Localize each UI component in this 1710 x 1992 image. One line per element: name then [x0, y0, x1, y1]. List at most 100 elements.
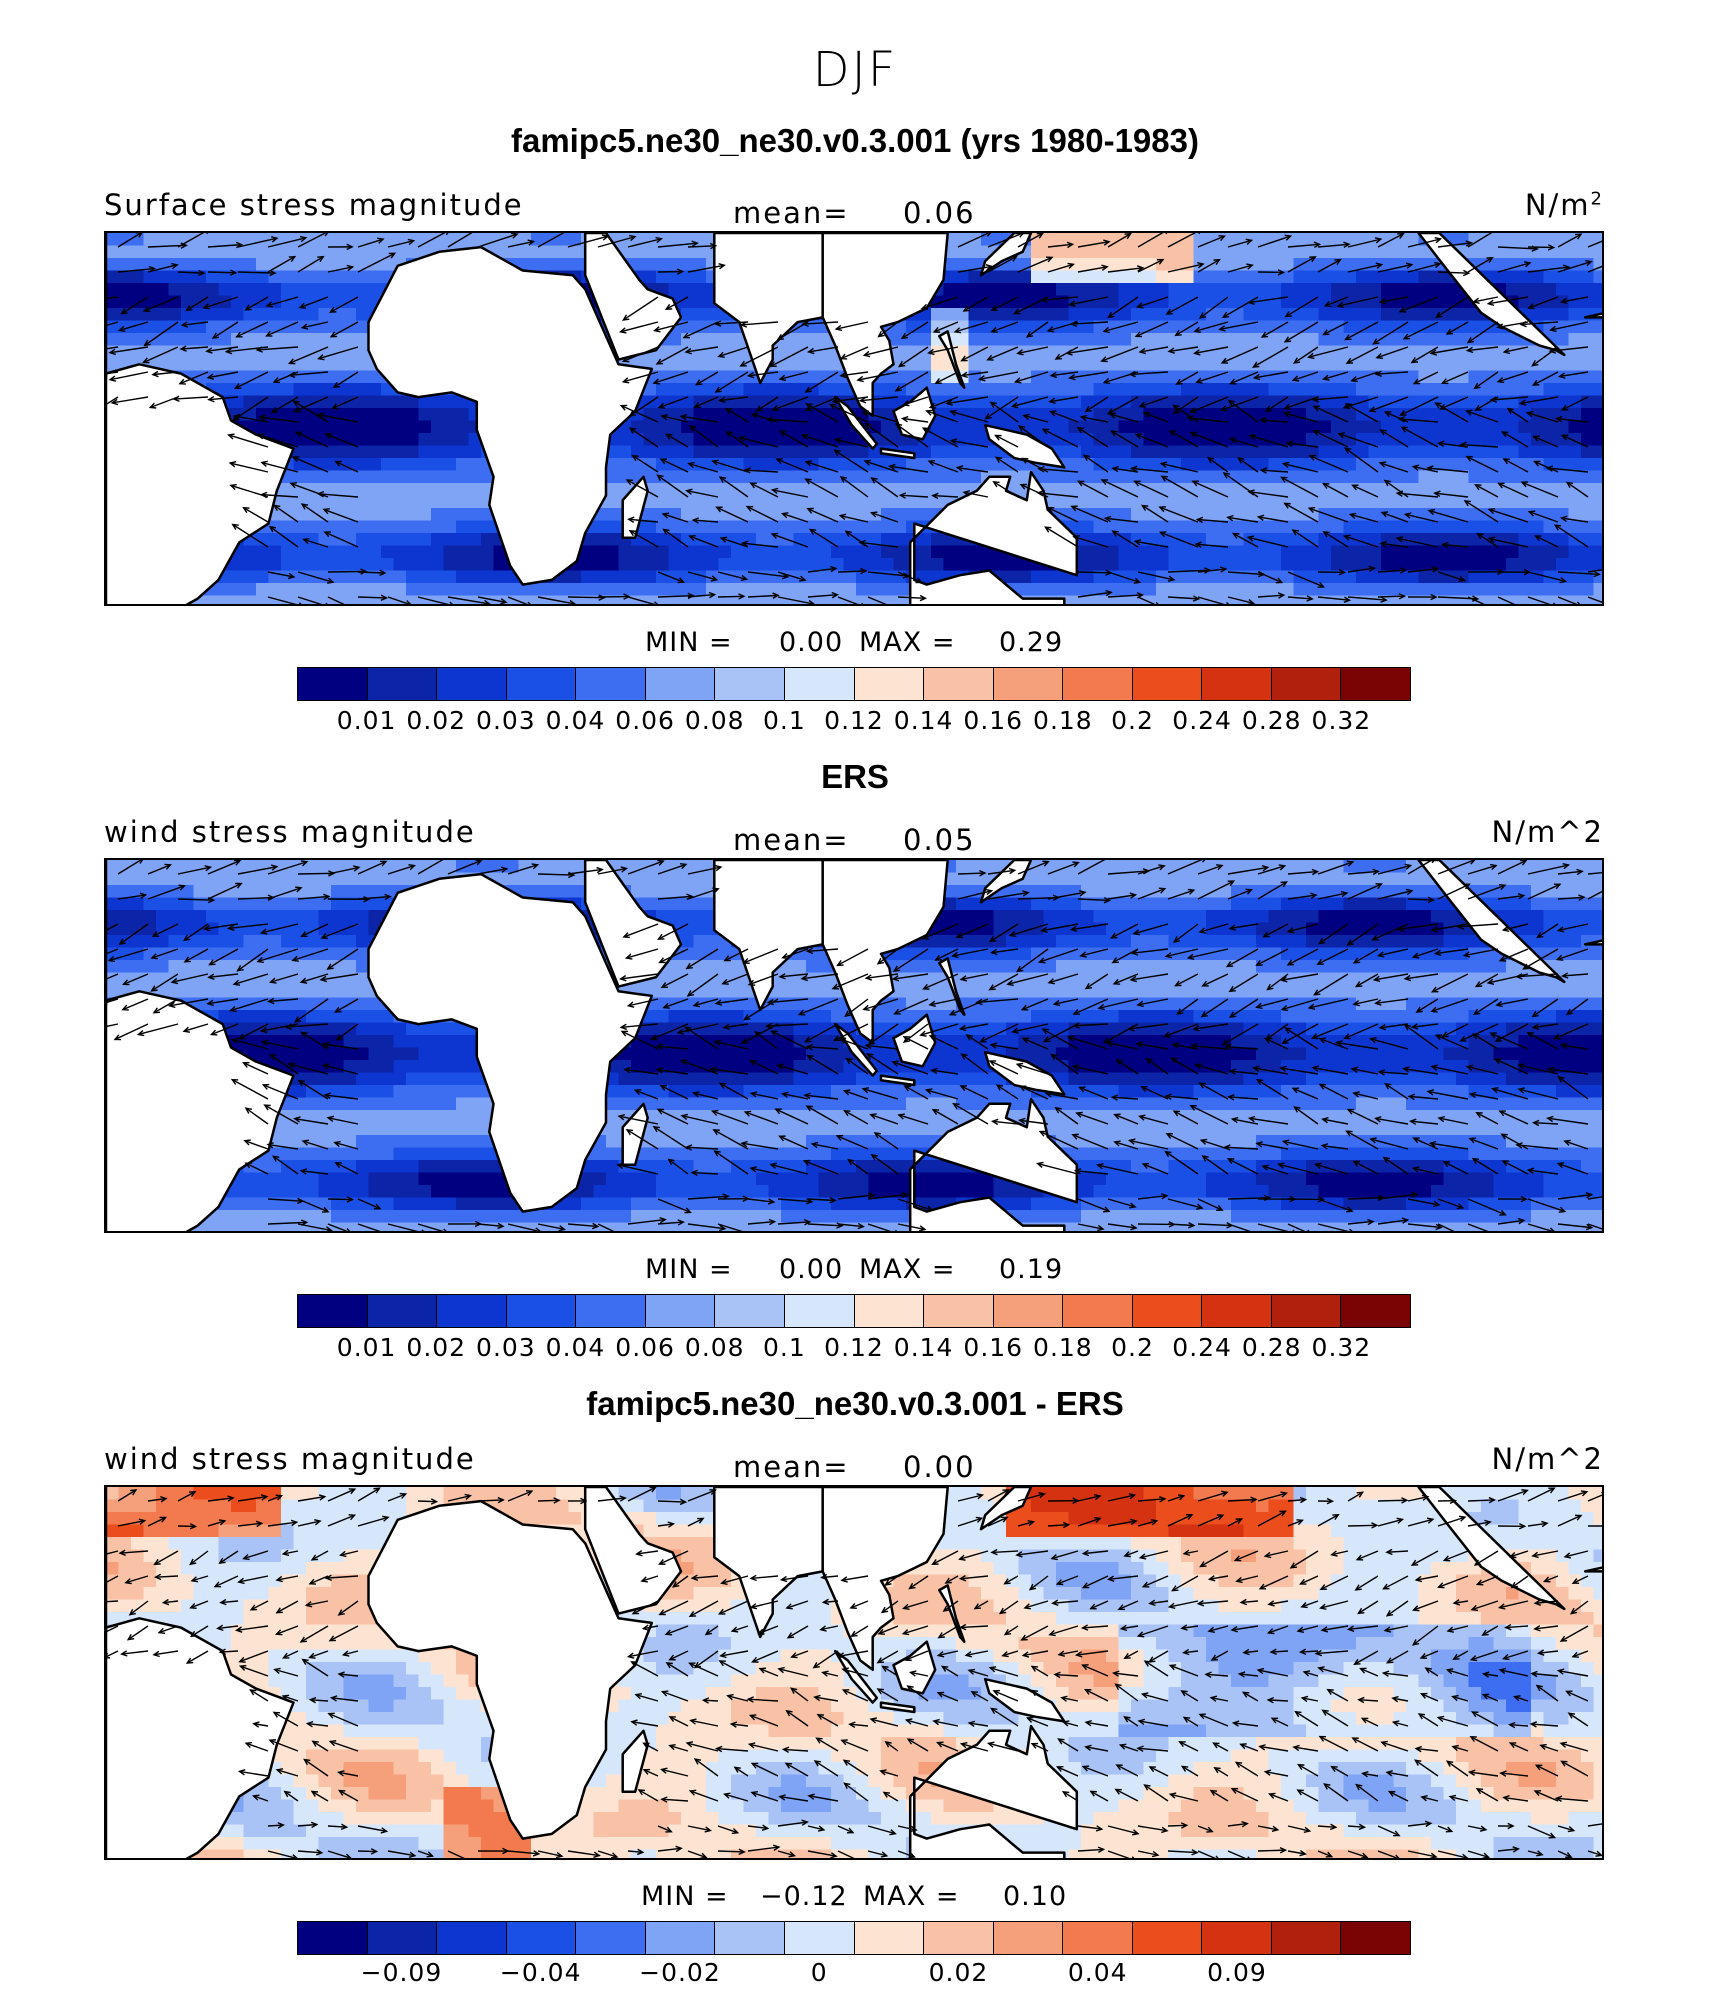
panel-1-map [104, 231, 1604, 606]
colorbar-swatch [646, 1295, 716, 1327]
panel-1-mean-value: 0.06 [903, 196, 976, 230]
colorbar-tick-label: 0.24 [1172, 1333, 1232, 1362]
colorbar-swatch [507, 668, 577, 700]
panel-2-mean-label: mean= [733, 823, 850, 857]
panel-3-min-label: MIN = [641, 1881, 729, 1912]
colorbar-swatch [1272, 668, 1342, 700]
panel-2-variable: wind stress magnitude [104, 815, 476, 849]
colorbar-swatch [1063, 668, 1133, 700]
colorbar-tick-label: 0.1 [763, 1333, 806, 1362]
panel-2-max-label: MAX = [859, 1254, 955, 1285]
colorbar-swatch [1133, 1922, 1203, 1954]
colorbar-tick-label: 0.16 [963, 706, 1023, 735]
colorbar-tick-label: 0.28 [1242, 706, 1302, 735]
panel-2-max-value: 0.19 [999, 1254, 1063, 1285]
colorbar-swatch [576, 1922, 646, 1954]
colorbar-tick-label: −0.02 [639, 1958, 721, 1987]
colorbar-swatch [298, 1922, 368, 1954]
colorbar-swatch [437, 1922, 507, 1954]
colorbar-swatch [1133, 668, 1203, 700]
colorbar-swatch [576, 668, 646, 700]
panel-3-max-label: MAX = [863, 1881, 959, 1912]
panel-1-units: N/m2 [1525, 188, 1604, 222]
colorbar-swatch [715, 1295, 785, 1327]
panel-2-map [104, 858, 1604, 1233]
panel-3-max-value: 0.10 [1003, 1881, 1067, 1912]
colorbar-tick-label: 0.02 [406, 1333, 466, 1362]
panel-3-variable: wind stress magnitude [104, 1442, 476, 1476]
colorbar-tick-label: 0.14 [894, 1333, 954, 1362]
colorbar-swatch [785, 1922, 855, 1954]
panel-1-units-sup: 2 [1591, 188, 1604, 209]
colorbar-tick-label: 0.32 [1312, 1333, 1372, 1362]
colorbar-tick-label: 0.18 [1033, 1333, 1093, 1362]
colorbar-swatch [368, 668, 438, 700]
panel-1-units-base: N/m [1525, 188, 1591, 222]
colorbar-swatch [994, 1295, 1064, 1327]
colorbar-swatch [1133, 1295, 1203, 1327]
colorbar-tick-label: 0.1 [763, 706, 806, 735]
colorbar-swatch [1341, 1922, 1410, 1954]
panel-3-mean-label: mean= [733, 1450, 850, 1484]
colorbar-swatch [368, 1922, 438, 1954]
colorbar-tick-label: −0.04 [500, 1958, 582, 1987]
colorbar-swatch [924, 1922, 994, 1954]
colorbar-swatch [646, 1922, 716, 1954]
colorbar-tick-label: 0.01 [337, 706, 397, 735]
colorbar-tick-label: 0.06 [615, 706, 675, 735]
colorbar-tick-label: 0.24 [1172, 706, 1232, 735]
colorbar-swatch [715, 668, 785, 700]
colorbar-swatch [1272, 1295, 1342, 1327]
colorbar-swatch [715, 1922, 785, 1954]
colorbar-tick-label: 0.03 [476, 1333, 536, 1362]
colorbar-swatch [924, 1295, 994, 1327]
colorbar-swatch [994, 1922, 1064, 1954]
colorbar-tick-label: 0.08 [685, 706, 745, 735]
colorbar-tick-label: 0.28 [1242, 1333, 1302, 1362]
colorbar-tick-label: 0 [811, 1958, 828, 1987]
panel-1-colorbar [297, 667, 1411, 701]
colorbar-tick-label: −0.09 [361, 1958, 443, 1987]
colorbar-tick-label: 0.04 [1068, 1958, 1128, 1987]
colorbar-swatch [1063, 1295, 1133, 1327]
colorbar-tick-label: 0.01 [337, 1333, 397, 1362]
colorbar-swatch [646, 668, 716, 700]
colorbar-swatch [368, 1295, 438, 1327]
colorbar-swatch [1341, 1295, 1410, 1327]
panel-3-min-value: −0.12 [760, 1881, 848, 1912]
panel-1-min-label: MIN = [645, 627, 733, 658]
colorbar-tick-label: 0.02 [929, 1958, 989, 1987]
colorbar-swatch [298, 1295, 368, 1327]
colorbar-swatch [1202, 1295, 1272, 1327]
colorbar-swatch [576, 1295, 646, 1327]
colorbar-tick-label: 0.14 [894, 706, 954, 735]
colorbar-tick-label: 0.32 [1312, 706, 1372, 735]
panel-2-units: N/m^2 [1492, 815, 1604, 849]
panel-1-min-value: 0.00 [779, 627, 843, 658]
colorbar-swatch [1272, 1922, 1342, 1954]
panel-1-variable: Surface stress magnitude [104, 188, 524, 222]
colorbar-swatch [855, 1295, 925, 1327]
panel-2-min-value: 0.00 [779, 1254, 843, 1285]
colorbar-swatch [437, 1295, 507, 1327]
colorbar-tick-label: 0.12 [824, 1333, 884, 1362]
panel-3-units: N/m^2 [1492, 1442, 1604, 1476]
colorbar-tick-label: 0.04 [546, 1333, 606, 1362]
panel-3-map [104, 1485, 1604, 1860]
colorbar-swatch [855, 668, 925, 700]
colorbar-swatch [507, 1295, 577, 1327]
colorbar-swatch [994, 668, 1064, 700]
panel-3-colorbar [297, 1921, 1411, 1955]
panel-1-max-label: MAX = [859, 627, 955, 658]
colorbar-swatch [924, 668, 994, 700]
colorbar-tick-label: 0.2 [1111, 706, 1154, 735]
panel-1-mean-label: mean= [733, 196, 850, 230]
colorbar-tick-label: 0.04 [546, 706, 606, 735]
colorbar-tick-label: 0.18 [1033, 706, 1093, 735]
panel-2-min-label: MIN = [645, 1254, 733, 1285]
colorbar-swatch [855, 1922, 925, 1954]
colorbar-swatch [437, 668, 507, 700]
page-title: DJF [0, 42, 1710, 98]
